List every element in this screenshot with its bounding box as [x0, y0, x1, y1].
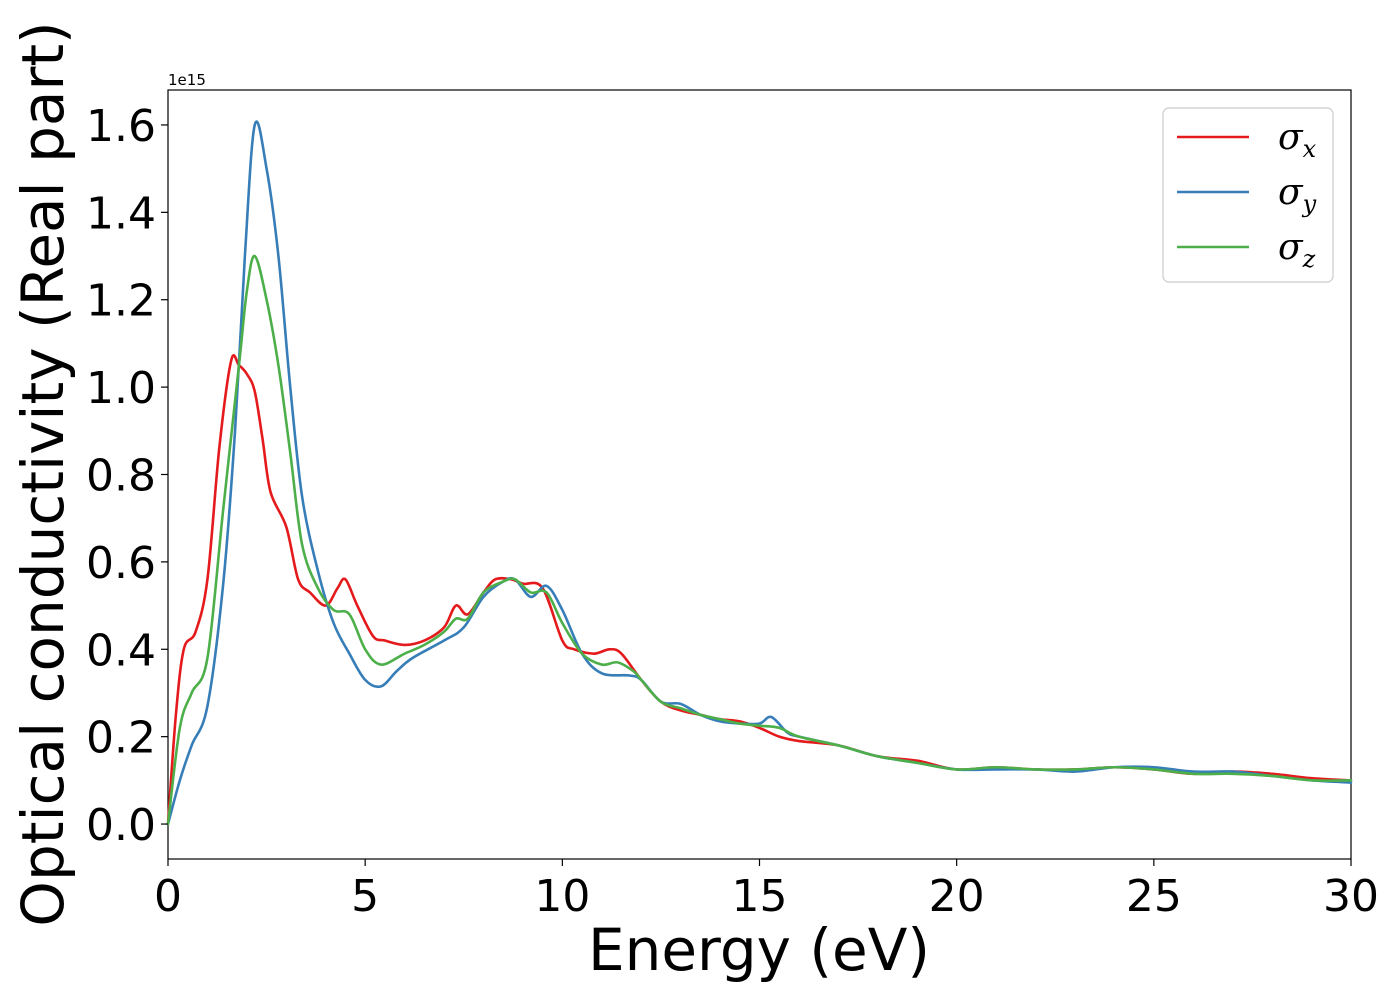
series-lines	[166, 120, 1353, 826]
y-tick-label: 1.6	[86, 101, 156, 152]
x-axis-title: Energy (eV)	[588, 916, 930, 984]
x-tick-label: 30	[1323, 871, 1379, 922]
x-tick-label: 25	[1126, 871, 1182, 922]
y-tick-label: 1.4	[86, 188, 156, 239]
legend-label-x: σx	[1278, 117, 1317, 163]
y-tick-label: 0.6	[86, 538, 156, 589]
x-tick-label: 20	[929, 871, 985, 922]
legend: σx σy σz	[1162, 107, 1334, 283]
y-tick-label: 0.2	[86, 713, 156, 764]
y-tick-label: 0.8	[86, 451, 156, 502]
x-tick-label: 15	[732, 871, 788, 922]
legend-box	[1162, 107, 1334, 283]
y-offset-text: 1e15	[168, 71, 206, 89]
series-line-z	[166, 254, 1353, 826]
y-axis-title: Optical conductivity (Real part)	[9, 21, 77, 926]
y-tick-label: 1.0	[86, 363, 156, 414]
y-axis-ticks: 0.0 0.2 0.4 0.6 0.8 1.0 1.2 1.4 1.6	[86, 101, 168, 851]
x-tick-label: 5	[351, 871, 379, 922]
y-tick-label: 1.2	[86, 276, 156, 327]
y-tick-label: 0.4	[86, 625, 156, 676]
plot-area-frame	[167, 89, 1352, 860]
x-axis-ticks: 0 5 10 15 20 25 30	[154, 859, 1379, 922]
y-tick-label: 0.0	[86, 800, 156, 851]
legend-label-y: σy	[1278, 172, 1317, 218]
series-line-y	[166, 120, 1353, 826]
x-tick-label: 10	[534, 871, 590, 922]
legend-label-z: σz	[1278, 227, 1316, 273]
x-tick-label: 0	[154, 871, 182, 922]
